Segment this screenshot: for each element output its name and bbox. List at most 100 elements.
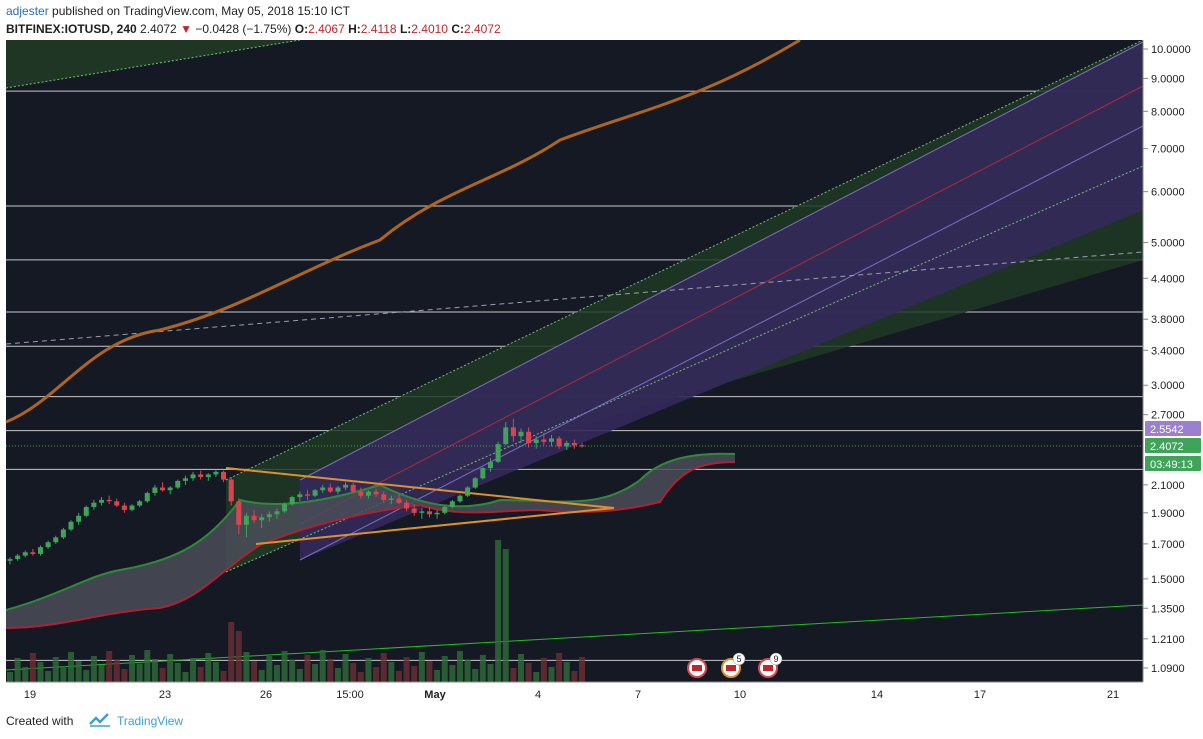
x-tick-label: 26 (260, 689, 272, 701)
cloud-bottom-line (5, 461, 736, 629)
volume-bar (334, 668, 341, 682)
volume-bar (350, 663, 357, 682)
tradingview-link[interactable]: TradingView (117, 714, 184, 728)
volume-bar (60, 666, 67, 682)
open-value: 2.4067 (308, 22, 345, 36)
volume-bar (167, 654, 174, 682)
volume-bar (235, 631, 242, 682)
volume-bar (441, 656, 448, 682)
event-count-label: 5 (736, 654, 741, 664)
volume-bar (228, 622, 235, 682)
candle (221, 471, 227, 480)
volume-bar (266, 656, 273, 682)
volume-bar (373, 667, 380, 682)
last-price: 2.4072 (140, 22, 177, 36)
candle (434, 512, 440, 515)
volume-bar (251, 661, 258, 682)
high-label: H: (348, 22, 361, 36)
ichimoku-cloud (6, 453, 735, 628)
candle (503, 427, 509, 445)
candle (160, 487, 166, 491)
x-tick-label: 21 (1107, 689, 1119, 701)
volume-bar (365, 658, 372, 682)
volume-bar (548, 667, 555, 682)
volume-bar (144, 650, 151, 682)
flag-icon (726, 665, 736, 671)
y-tick-label: 2.1000 (1151, 480, 1185, 492)
volume-bar (29, 653, 36, 682)
created-with-text: Created with (6, 714, 74, 728)
candle (396, 498, 402, 503)
y-tick-label: 1.7000 (1151, 539, 1185, 551)
volume-bar (182, 672, 189, 682)
candle (404, 502, 410, 509)
candle (526, 431, 532, 443)
candle (60, 529, 66, 538)
volume-bar (495, 540, 502, 682)
volume-bar (395, 671, 402, 682)
volume-bar (418, 652, 425, 682)
author-link[interactable]: adjester (6, 4, 49, 18)
triangle-upper-line (225, 467, 615, 509)
volume-bar (487, 664, 494, 682)
chart-area[interactable]: 10.0000 9.0000 8.0000 7.0000 6.0000 5.0000 4.4… (0, 38, 1203, 705)
candle (388, 498, 394, 500)
x-tick-label: 15:00 (336, 689, 364, 701)
candle (350, 484, 356, 492)
volume-bar (281, 651, 288, 682)
volume-bar (472, 669, 479, 682)
y-tick-label: 5.0000 (1151, 238, 1185, 250)
price-badge-label: 2.4072 (1150, 441, 1184, 453)
price-badge (1145, 456, 1201, 471)
candle (236, 501, 242, 525)
candle (320, 487, 326, 491)
candle (426, 511, 432, 515)
y-tick-label: 1.3500 (1151, 603, 1185, 615)
volume-bar (312, 664, 319, 682)
time-axis[interactable] (6, 682, 1143, 705)
volume-bar (456, 651, 463, 682)
volume-bar (190, 658, 197, 682)
channel-top-line (225, 39, 1144, 481)
volume-bar (243, 652, 250, 682)
chart-header: adjester published on TradingView.com, M… (0, 0, 1203, 40)
volume-bar (212, 662, 219, 682)
candle (251, 515, 257, 521)
candle (518, 431, 524, 437)
candle (358, 491, 364, 496)
candle (411, 508, 417, 513)
volume-bar (411, 666, 418, 682)
y-tick-label: 3.4000 (1151, 345, 1185, 357)
candle (465, 487, 471, 496)
upper-band-edge (5, 39, 301, 89)
volume-bar (205, 653, 212, 682)
y-tick-label: 10.0000 (1151, 44, 1191, 56)
volume-bar (136, 664, 143, 682)
x-tick-label: 7 (635, 689, 641, 701)
price-axis[interactable] (1143, 40, 1203, 682)
candle (457, 495, 463, 502)
volume-bar (258, 670, 265, 682)
candle (442, 506, 448, 513)
volume-bar (174, 663, 181, 682)
candle (373, 491, 379, 495)
volume-bar (380, 653, 387, 682)
candle (106, 499, 112, 502)
volume-bar (159, 668, 166, 682)
candle (121, 505, 127, 510)
candle (198, 474, 204, 477)
channel-bottom-line (225, 165, 1144, 573)
channel-median (299, 85, 1144, 525)
ohlc-line: BITFINEX:IOTUSD, 240 2.4072 ▼ −0.0428 (−… (6, 22, 501, 36)
x-tick-label: 14 (871, 689, 883, 701)
price-chart[interactable]: 10.0000 9.0000 8.0000 7.0000 6.0000 5.0000 4.4… (0, 38, 1203, 705)
flag-icon (692, 665, 702, 671)
volume-bar (426, 661, 433, 682)
candle (297, 494, 303, 498)
candle (365, 491, 371, 496)
y-tick-label: 3.0000 (1151, 380, 1185, 392)
y-tick-label: 7.0000 (1151, 144, 1185, 156)
volume-bar (304, 655, 311, 682)
candle (137, 501, 143, 506)
symbol-label[interactable]: BITFINEX:IOTUSD, 240 (6, 22, 137, 36)
